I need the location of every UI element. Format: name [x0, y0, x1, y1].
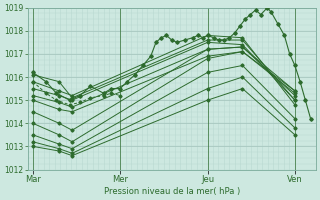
X-axis label: Pression niveau de la mer( hPa ): Pression niveau de la mer( hPa ) [104, 187, 240, 196]
